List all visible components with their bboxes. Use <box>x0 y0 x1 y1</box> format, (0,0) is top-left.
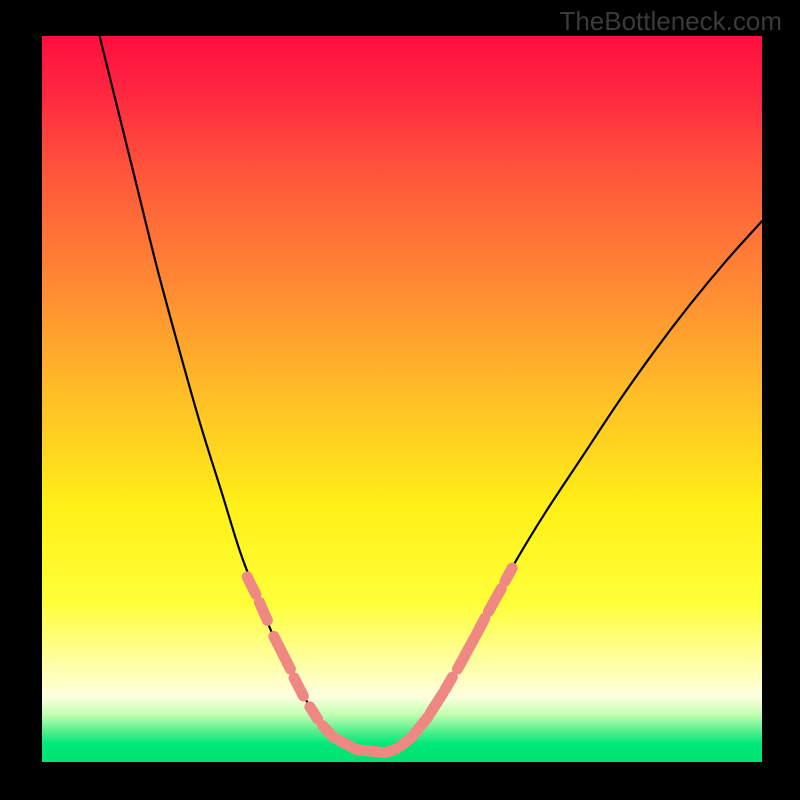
watermark-text: TheBottleneck.com <box>559 6 782 37</box>
overlay-segment <box>476 618 485 635</box>
chart-container: TheBottleneck.com <box>0 0 800 800</box>
overlay-segment <box>357 750 384 753</box>
overlay-segment <box>419 717 428 729</box>
overlay-segment <box>445 677 452 689</box>
overlay-segment <box>323 726 330 734</box>
overlay-segment <box>310 707 318 719</box>
overlay-segment <box>505 568 512 581</box>
overlay-segment <box>247 577 256 594</box>
bottleneck-curve-plot <box>42 36 762 762</box>
overlay-segment <box>386 749 396 752</box>
plot-background <box>42 36 762 762</box>
overlay-segment <box>259 602 267 620</box>
